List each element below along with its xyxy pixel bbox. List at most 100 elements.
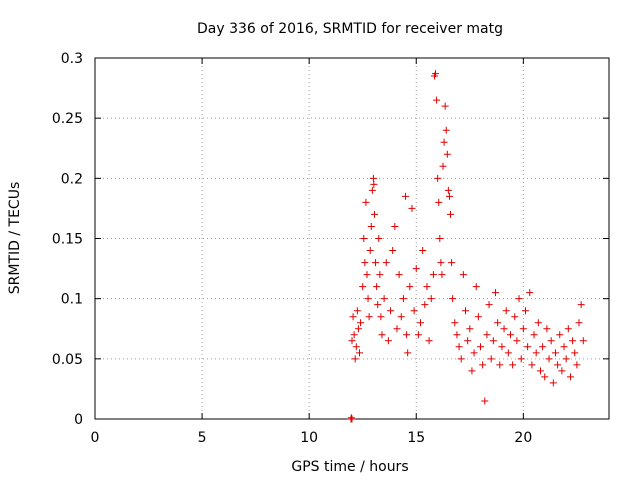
data-point (566, 373, 574, 381)
data-point (575, 319, 583, 327)
data-point (376, 271, 384, 279)
data-point (361, 259, 369, 267)
data-point (360, 235, 368, 242)
data-point (573, 361, 581, 369)
data-point (363, 271, 371, 279)
data-point (425, 337, 433, 345)
data-point (448, 259, 456, 267)
data-point (355, 349, 363, 357)
data-point (579, 337, 587, 345)
data-point (351, 355, 359, 363)
grid (95, 58, 609, 419)
data-point (395, 271, 403, 279)
data-point (560, 343, 568, 351)
data-point (366, 247, 374, 255)
data-point (443, 150, 451, 158)
data-point (445, 192, 453, 200)
data-point (536, 367, 544, 375)
data-point (498, 343, 506, 351)
data-point (393, 325, 401, 333)
data-point (506, 331, 514, 339)
data-point (423, 283, 431, 291)
data-point (519, 325, 527, 333)
data-point (447, 210, 455, 218)
data-point (402, 192, 410, 200)
data-point (449, 295, 457, 303)
data-point (524, 343, 532, 351)
data-point (397, 313, 405, 321)
data-point (511, 313, 519, 321)
y-tick-label: 0.05 (52, 352, 83, 368)
data-point (417, 319, 425, 327)
data-point (564, 325, 572, 333)
data-point (377, 313, 385, 321)
data-point (406, 283, 414, 291)
data-point (438, 271, 446, 279)
data-point (541, 373, 549, 381)
data-point (569, 337, 577, 345)
data-point (365, 313, 373, 321)
data-point (378, 331, 386, 339)
data-point (370, 180, 378, 188)
data-point (432, 70, 440, 78)
data-point (391, 222, 399, 230)
data-point (404, 349, 412, 357)
data-point (491, 289, 499, 297)
chart-title: Day 336 of 2016, SRMTID for receiver mat… (197, 21, 503, 37)
data-point (352, 343, 360, 351)
y-tick-label: 0.3 (61, 51, 83, 67)
data-point (551, 349, 559, 357)
data-point (485, 301, 493, 309)
data-point (502, 307, 510, 315)
data-point (439, 162, 447, 170)
data-point (534, 319, 542, 327)
data-point (457, 355, 465, 363)
data-point (509, 361, 517, 369)
data-point (496, 361, 504, 369)
data-point (382, 259, 390, 267)
data-point (437, 259, 445, 267)
data-point (464, 337, 472, 345)
x-tick-label: 5 (198, 430, 207, 446)
data-point (370, 210, 378, 218)
data-point (419, 247, 427, 255)
data-point (526, 289, 534, 297)
data-point (399, 295, 407, 303)
data-point (350, 331, 358, 339)
data-point (403, 331, 411, 339)
data-point (470, 349, 478, 357)
data-point (368, 186, 376, 194)
data-point (515, 295, 523, 303)
data-point (547, 337, 555, 345)
data-point (369, 174, 377, 182)
x-axis-label: GPS time / hours (291, 459, 408, 475)
data-points (347, 70, 587, 423)
data-point (517, 355, 525, 363)
data-point (545, 355, 553, 363)
data-point (462, 307, 470, 315)
y-tick-label: 0.25 (52, 111, 83, 127)
data-point (440, 138, 448, 146)
data-point (530, 331, 538, 339)
data-point (483, 331, 491, 339)
data-point (434, 174, 442, 182)
data-point (384, 337, 392, 345)
data-point (549, 379, 557, 387)
data-point (479, 361, 487, 369)
x-tick-label: 10 (300, 430, 318, 446)
data-point (436, 235, 444, 242)
data-point (562, 355, 570, 363)
data-point (554, 361, 562, 369)
data-point (513, 337, 521, 345)
data-point (427, 295, 435, 303)
data-point (468, 367, 476, 375)
y-tick-label: 0.2 (61, 171, 83, 187)
data-point (487, 355, 495, 363)
data-point (412, 265, 420, 273)
data-point (441, 102, 449, 110)
data-point (433, 96, 441, 104)
data-point (528, 361, 536, 369)
data-point (477, 343, 484, 351)
data-point (375, 235, 383, 242)
